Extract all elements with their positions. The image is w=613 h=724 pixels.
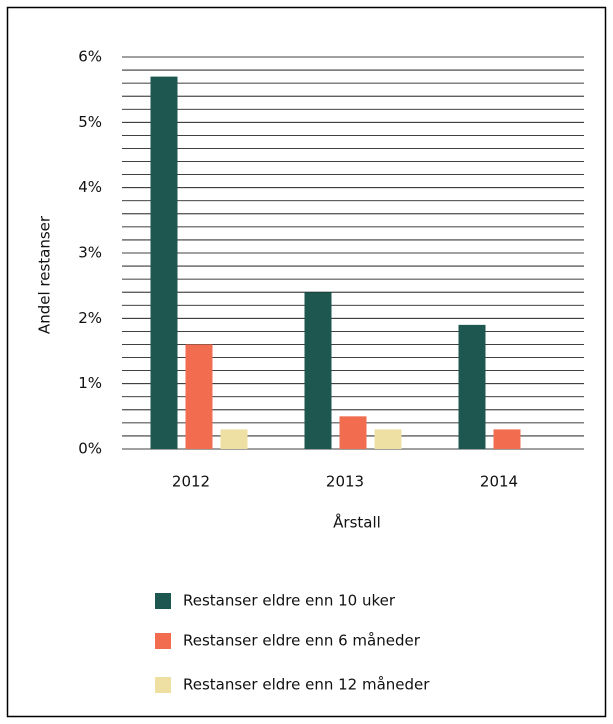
x-tick-label: 2012 (172, 473, 210, 491)
legend-label: Restanser eldre enn 10 uker (183, 592, 396, 610)
bar (185, 344, 213, 449)
y-tick-label: 0% (78, 440, 102, 458)
y-tick-label: 5% (78, 113, 102, 131)
y-tick-label: 2% (78, 309, 102, 327)
bar (339, 416, 367, 449)
bar (220, 429, 248, 449)
x-tick-label: 2013 (326, 473, 364, 491)
bar (493, 429, 521, 449)
legend-swatch (155, 677, 171, 693)
bar (150, 76, 178, 449)
legend-label: Restanser eldre enn 6 måneder (183, 632, 421, 650)
y-tick-label: 1% (78, 374, 102, 392)
x-axis-label: Årstall (333, 513, 381, 532)
y-tick-label: 4% (78, 178, 102, 196)
legend-swatch (155, 633, 171, 649)
bar (374, 429, 402, 449)
y-tick-label: 6% (78, 48, 102, 66)
frame (6, 6, 607, 718)
bar (458, 324, 486, 449)
y-tick-label: 3% (78, 244, 102, 262)
legend-swatch (155, 593, 171, 609)
y-axis-label: Andel restanser (36, 215, 54, 334)
bar (304, 292, 332, 449)
legend-label: Restanser eldre enn 12 måneder (183, 676, 430, 694)
x-tick-label: 2014 (480, 473, 518, 491)
